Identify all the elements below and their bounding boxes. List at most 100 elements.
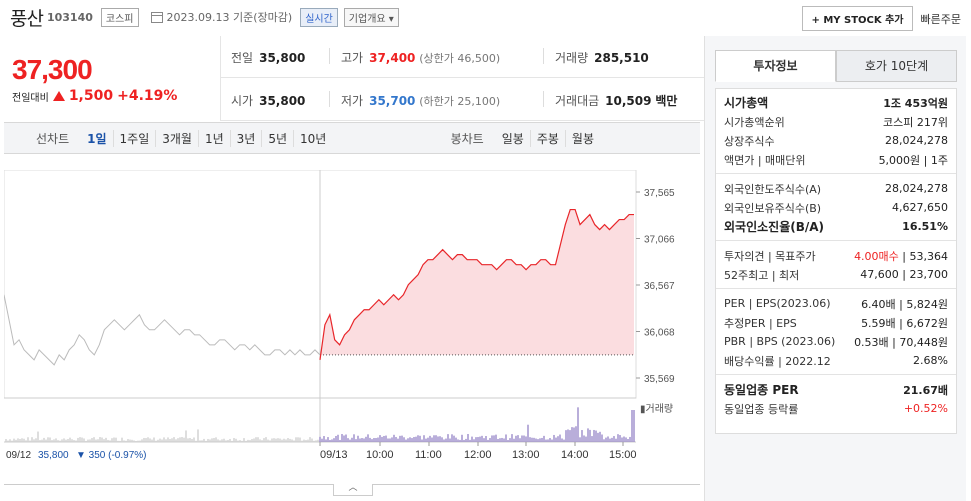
info-row-4-3-label: 배당수익률 | 2022.12 (724, 354, 831, 368)
tab-5y[interactable]: 5년 (261, 129, 293, 147)
company-overview-dropdown[interactable]: 기업개요 ▾ (343, 7, 399, 27)
stock-code: 103140 (46, 10, 93, 24)
chevron-up-icon: ︿ (348, 483, 358, 493)
info-row-3-1-label: 52주최고 | 최저 (724, 268, 800, 282)
price-change: 전일대비 1,500 +4.19% (12, 88, 177, 104)
info-row-2-2: 외국인소진율(B/A) 16.51% (716, 217, 956, 236)
tab-weekly[interactable]: 주봉 (529, 129, 565, 147)
add-mystock-button[interactable]: + MY STOCK 추가 (802, 6, 913, 31)
info-row-5-1-value: +0.52% (903, 402, 948, 415)
info-row-5-0-label: 동일업종 PER (724, 383, 799, 397)
info-row-1-2-label: 상장주식수 (724, 134, 775, 148)
x-tick-label: 11:00 (415, 449, 442, 461)
prev-change-text: ▼ 350 (-0.97%) (76, 450, 146, 461)
tab-order-book[interactable]: 호가 10단계 (836, 50, 957, 82)
info-row-1-3-label: 액면가 | 매매단위 (724, 153, 806, 167)
calendar-icon (150, 11, 163, 23)
chart-svg: 37,565 37,066 36,567 36,068 35,569 ▮거래량 09/13 1… (4, 170, 675, 461)
info-row-1-1: 시가총액순위 코스피 217위 (716, 112, 956, 131)
today-price-line (319, 208, 634, 360)
realtime-badge[interactable]: 실시간 (300, 7, 338, 27)
volume-legend: ▮거래량 (640, 403, 673, 415)
collapse-button[interactable]: ︿ (333, 484, 373, 496)
candle-chart-label: 봉차트 (450, 131, 484, 146)
stat-high: 고가 37,400 (상한가 46,500) (341, 51, 501, 65)
info-row-1-0-label: 시가총액 (724, 96, 769, 110)
x-tick-label: 14:00 (561, 449, 589, 461)
prev-close-text: 35,800 (38, 450, 69, 461)
prev-day-label: 09/12 (6, 450, 31, 461)
info-row-1-1-value: 코스피 217위 (883, 115, 948, 129)
info-row-1-2: 상장주식수 28,024,278 (716, 131, 956, 150)
change-percent: +4.19% (117, 88, 178, 104)
stat-amount: 거래대금 10,509 백만 (555, 94, 678, 108)
price-panel: 37,300 전일대비 1,500 +4.19% (4, 36, 220, 121)
info-row-4-2-value: 0.53배 | 70,448원 (854, 335, 948, 349)
info-row-2-1-label: 외국인보유주식수(B) (724, 201, 822, 215)
info-row-3-0: 투자의견 | 목표주가 4.00매수 | 53,364 (716, 246, 956, 265)
info-row-2-1: 외국인보유주식수(B) 4,627,650 (716, 198, 956, 217)
info-row-5-1: 동일업종 등락률 +0.52% (716, 399, 956, 418)
stat-prev: 전일 35,800 (231, 51, 306, 65)
x-tick-label: 15:00 (609, 449, 637, 461)
info-row-1-0: 시가총액 1조 453억원 (716, 93, 956, 112)
tab-monthly[interactable]: 월봉 (564, 129, 600, 147)
x-tick-label: 10:00 (366, 449, 394, 461)
stats-row-2: 시가 35,800 저가 35,700 (하한가 25,100) 거래대금 10,50… (221, 79, 705, 121)
stock-name: 풍산 (10, 7, 44, 30)
stat-open: 시가 35,800 (231, 94, 306, 108)
info-row-3-0-value: 4.00매수 | 53,364 (854, 249, 948, 263)
info-row-4-0-label: PER | EPS(2023.06) (724, 297, 831, 310)
info-row-4-1-label: 추정PER | EPS (724, 316, 797, 330)
info-row-2-0-label: 외국인한도주식수(A) (724, 182, 822, 196)
intraday-chart[interactable]: 37,565 37,066 36,567 36,068 35,569 ▮거래량 09/13 1… (4, 170, 700, 470)
prev-day-line (4, 294, 321, 366)
info-row-1-0-value: 1조 453억원 (883, 96, 948, 110)
info-row-4-1-value: 5.59배 | 6,672원 (861, 316, 948, 330)
info-row-4-0: PER | EPS(2023.06) 6.40배 | 5,824원 (716, 294, 956, 313)
tab-3m[interactable]: 3개월 (155, 129, 198, 147)
change-label: 전일대비 (12, 92, 49, 104)
info-row-4-2: PBR | BPS (2023.06) 0.53배 | 70,448원 (716, 332, 956, 351)
info-row-4-1: 추정PER | EPS 5.59배 | 6,672원 (716, 313, 956, 332)
info-row-4-2-label: PBR | BPS (2023.06) (724, 335, 836, 348)
tab-investment-info[interactable]: 투자정보 (715, 50, 836, 82)
info-row-2-2-label: 외국인소진율(B/A) (724, 220, 825, 234)
stat-low: 저가 35,700 (하한가 25,100) (341, 94, 501, 108)
info-row-1-1-label: 시가총액순위 (724, 115, 785, 129)
info-row-4-3: 배당수익률 | 2022.12 2.68% (716, 351, 956, 370)
info-row-2-0-value: 28,024,278 (885, 182, 948, 195)
info-row-5-0: 동일업종 PER 21.67배 (716, 380, 956, 399)
line-chart-label: 선차트 (36, 131, 70, 146)
stats-row-1: 전일 35,800 고가 37,400 (상한가 46,500) 거래량 285,51… (221, 36, 705, 78)
tab-10y[interactable]: 10년 (293, 129, 332, 147)
tab-1w[interactable]: 1주일 (112, 129, 156, 147)
info-row-3-1-value: 47,600 | 23,700 (860, 268, 948, 281)
stock-header: 풍산 103140 코스피 2023.09.13 기준(장마감) 실시간 기업개… (0, 0, 971, 34)
info-row-5-1-label: 동일업종 등락률 (724, 402, 799, 416)
y-tick-label: 35,569 (644, 374, 675, 385)
y-tick-label: 36,567 (644, 281, 675, 292)
quick-order-button[interactable]: 빠른주문 (920, 12, 961, 26)
info-row-4-0-value: 6.40배 | 5,824원 (861, 297, 948, 311)
change-amount: 1,500 (68, 88, 114, 104)
tab-1d[interactable]: 1일 (87, 131, 107, 146)
info-row-4-3-value: 2.68% (913, 354, 948, 367)
quote-date: 2023.09.13 기준(장마감) (166, 11, 293, 24)
today-area-fill (320, 209, 634, 360)
info-row-5-0-value: 21.67배 (903, 383, 948, 397)
info-row-2-1-value: 4,627,650 (892, 201, 948, 214)
x-tick-label: 12:00 (464, 449, 492, 461)
tab-3y[interactable]: 3년 (229, 129, 262, 147)
info-row-2-0: 외국인한도주식수(A) 28,024,278 (716, 179, 956, 198)
x-tick-label: 13:00 (512, 449, 540, 461)
tab-1y[interactable]: 1년 (197, 129, 230, 147)
up-triangle-icon (52, 91, 65, 101)
chart-period-tabs: 선차트 1일 1주일 3개월 1년 3년 5년 10년 봉차트 일봉 주봉 월봉 (4, 122, 700, 154)
info-row-1-2-value: 28,024,278 (885, 134, 948, 147)
tab-daily[interactable]: 일봉 (501, 131, 524, 146)
chevron-down-icon: ▾ (388, 13, 394, 25)
price-stats: 전일 35,800 고가 37,400 (상한가 46,500) 거래량 285,51… (220, 36, 705, 121)
info-row-2-2-value: 16.51% (902, 220, 948, 233)
